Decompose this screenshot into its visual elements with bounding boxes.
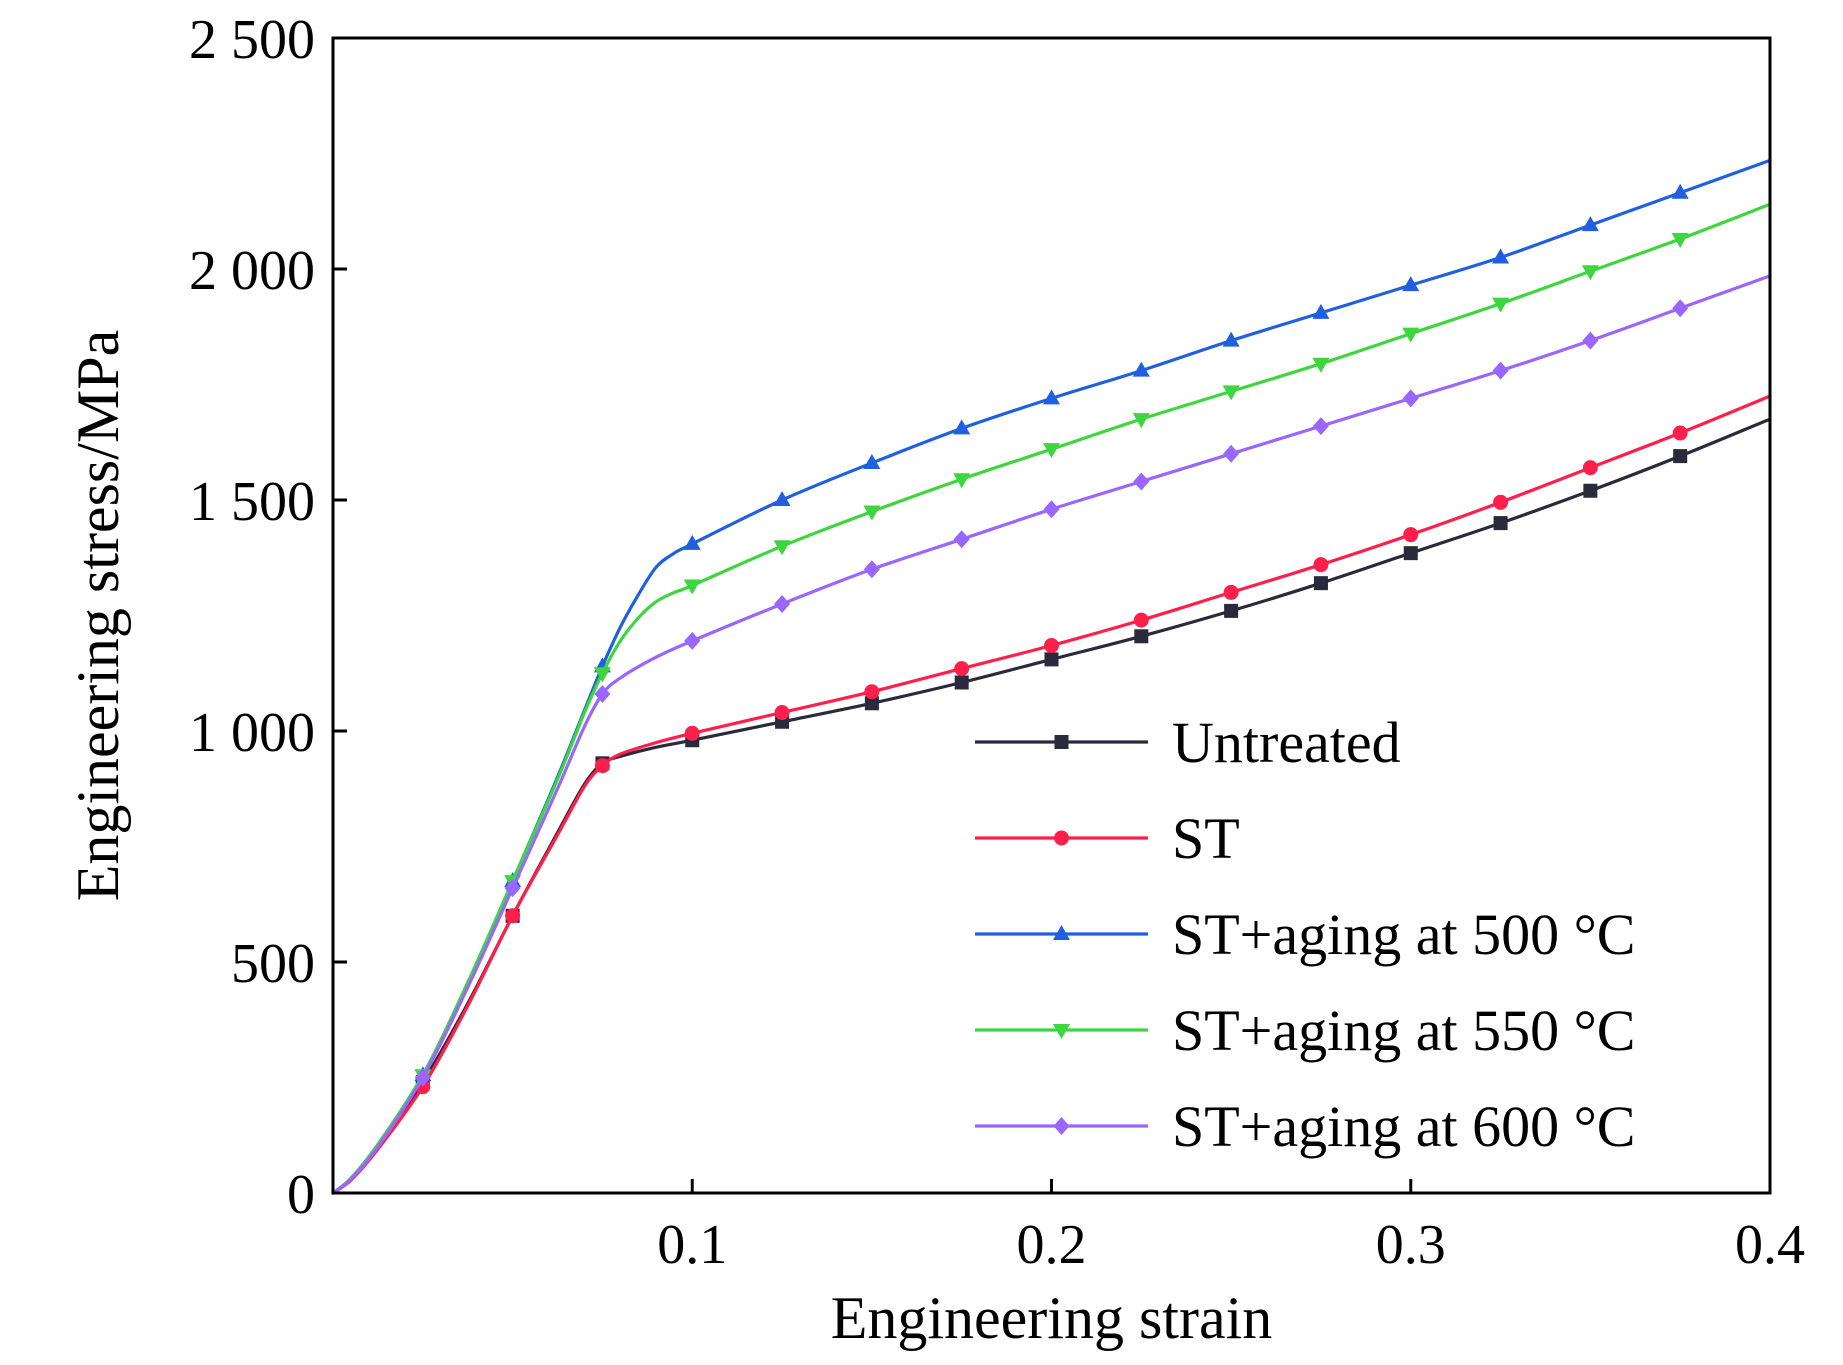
- data-point: [594, 685, 611, 704]
- data-point: [1402, 389, 1419, 408]
- data-point: [1043, 500, 1060, 519]
- data-point: [1492, 361, 1509, 380]
- data-point: [504, 879, 521, 898]
- x-tick-label: 0.2: [1017, 1214, 1087, 1276]
- data-point: [1581, 216, 1599, 232]
- data-point: [863, 454, 881, 470]
- y-tick-label: 1 500: [189, 471, 315, 533]
- data-point: [1132, 413, 1150, 429]
- data-point: [1312, 303, 1330, 319]
- legend-marker: [1054, 830, 1069, 846]
- legend-marker: [1053, 925, 1070, 940]
- data-point: [773, 540, 791, 556]
- data-point: [594, 758, 610, 774]
- data-point: [593, 667, 611, 683]
- data-point: [1673, 449, 1688, 464]
- legend-item-st: ST: [975, 806, 1240, 871]
- data-point: [954, 661, 970, 677]
- legend: Untreated ST ST+aging at 500 °C ST+aging at…: [975, 710, 1636, 1159]
- x-tick-label: 0.4: [1735, 1214, 1805, 1276]
- data-point: [863, 505, 881, 521]
- data-point: [1223, 584, 1239, 600]
- series-st: [331, 394, 1772, 1195]
- data-point: [1493, 516, 1508, 531]
- legend-item-st-aging-at-500-c: ST+aging at 500 °C: [975, 902, 1636, 967]
- data-point: [684, 725, 700, 741]
- data-point: [1582, 460, 1598, 476]
- data-point: [773, 491, 791, 506]
- legend-item-untreated: Untreated: [975, 710, 1401, 775]
- data-point: [1134, 629, 1149, 644]
- plot-series: [331, 158, 1772, 1195]
- data-point: [1132, 361, 1150, 377]
- legend-label: ST+aging at 500 °C: [1172, 902, 1636, 967]
- data-point: [1313, 576, 1328, 591]
- x-tick-label: 0.3: [1376, 1214, 1446, 1276]
- y-tick-label: 2 500: [189, 9, 315, 71]
- data-point: [1583, 483, 1598, 498]
- data-point: [954, 675, 969, 690]
- legend-marker: [1054, 735, 1069, 749]
- y-tick-label: 2 000: [189, 240, 315, 302]
- legend-marker: [1053, 1024, 1070, 1039]
- legend-marker: [1053, 1117, 1070, 1135]
- data-point: [953, 530, 970, 549]
- data-point: [1222, 385, 1240, 401]
- legend-item-st-aging-at-600-c: ST+aging at 600 °C: [975, 1094, 1636, 1159]
- x-axis-title: Engineering strain: [831, 1285, 1273, 1351]
- data-point: [1403, 527, 1419, 543]
- x-tick-label: 0.1: [657, 1214, 727, 1276]
- data-point: [1133, 472, 1150, 491]
- data-point: [863, 560, 880, 579]
- y-tick-label: 500: [231, 933, 315, 995]
- data-point: [1402, 327, 1420, 343]
- data-point: [684, 631, 701, 650]
- data-point: [864, 696, 879, 711]
- data-point: [1672, 299, 1689, 318]
- data-point: [1672, 425, 1688, 441]
- y-tick-label: 1 000: [189, 702, 315, 764]
- data-point: [683, 579, 701, 595]
- data-point: [1043, 389, 1060, 405]
- data-point: [1223, 444, 1240, 463]
- y-tick-label: 0: [287, 1164, 315, 1226]
- data-point: [505, 908, 521, 924]
- data-point: [1581, 265, 1599, 281]
- legend-label: ST: [1172, 806, 1240, 871]
- y-axis-ticks: 0 500 1 000 1 500 2 000 2 500: [189, 9, 347, 1226]
- data-point: [1492, 248, 1510, 264]
- legend-label: ST+aging at 600 °C: [1172, 1094, 1636, 1159]
- series-st-aging-at-600-c: [331, 274, 1772, 1195]
- data-point: [1222, 331, 1240, 347]
- data-point: [1403, 546, 1418, 561]
- data-point: [953, 419, 971, 435]
- data-point: [1402, 276, 1420, 292]
- data-point: [1044, 638, 1059, 654]
- data-point: [774, 705, 790, 721]
- data-point: [1493, 494, 1509, 510]
- data-point: [1224, 603, 1239, 618]
- data-point: [864, 684, 880, 700]
- data-point: [1043, 443, 1060, 459]
- y-axis-title: Engineering stress/MPa: [65, 330, 131, 902]
- data-point: [414, 1068, 431, 1087]
- legend-label: ST+aging at 550 °C: [1172, 998, 1636, 1063]
- data-point: [1492, 297, 1510, 313]
- data-point: [1312, 417, 1329, 436]
- data-point: [1133, 612, 1149, 628]
- data-point: [683, 534, 701, 550]
- legend-item-st-aging-at-550-c: ST+aging at 550 °C: [975, 998, 1636, 1063]
- data-point: [1671, 232, 1689, 248]
- data-point: [774, 594, 791, 613]
- legend-label: Untreated: [1172, 710, 1401, 775]
- data-point: [1044, 652, 1059, 667]
- x-axis-ticks: 0.1 0.2 0.3 0.4: [657, 1179, 1805, 1276]
- data-point: [1312, 357, 1330, 373]
- data-point: [1582, 331, 1599, 350]
- data-point: [1313, 557, 1329, 573]
- data-point: [1671, 183, 1689, 199]
- data-point: [953, 473, 971, 489]
